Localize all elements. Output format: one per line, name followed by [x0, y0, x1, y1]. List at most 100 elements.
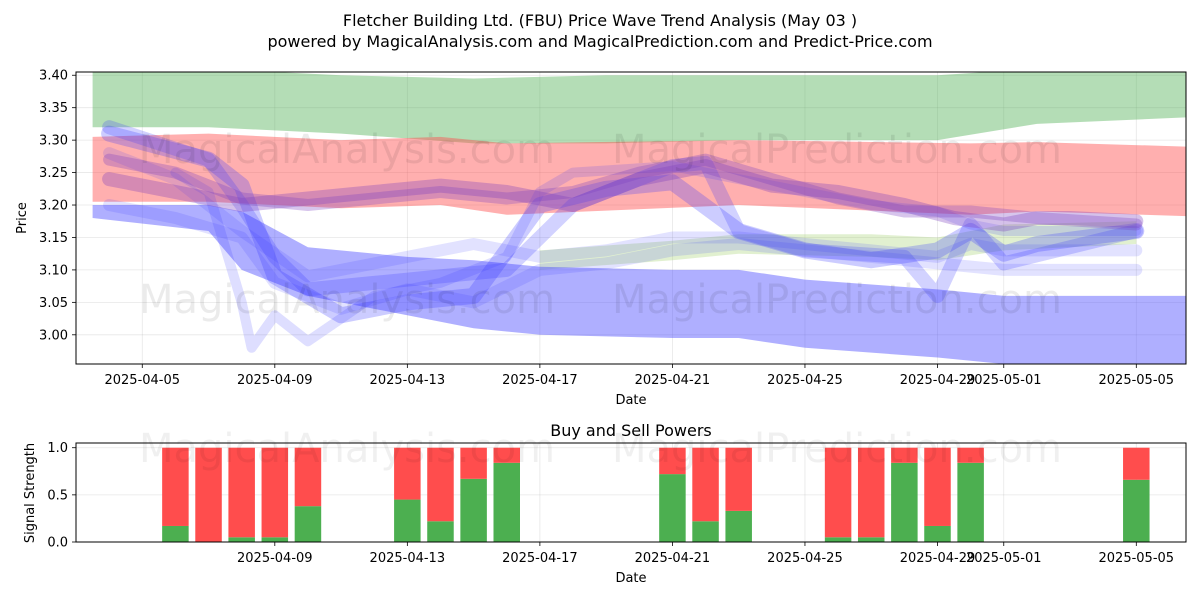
x-tick-label: 2025-04-21	[635, 373, 711, 388]
price-chart-ticks: 2025-04-05 2025-04-09 2025-04-13 2025-04-17…	[39, 69, 1174, 388]
buy-bar	[427, 521, 454, 542]
price-chart-xlabel: Date	[615, 393, 646, 408]
watermark-magicalanalysis: MagicalAnalysis.com	[139, 426, 555, 472]
sell-bar	[1123, 447, 1150, 480]
buy-sell-frame	[75, 442, 1187, 543]
buy-bar	[692, 521, 719, 542]
x-tick-label: 2025-05-01	[966, 373, 1042, 388]
buy-bar	[261, 537, 289, 542]
y-tick-label: 3.10	[39, 263, 68, 278]
wave-line-7	[103, 153, 1143, 231]
sell-bar	[659, 447, 686, 475]
buy-bar	[493, 462, 520, 542]
chart-subtitle: powered by MagicalAnalysis.com and Magic…	[267, 32, 932, 51]
buy-bar	[891, 462, 918, 542]
sell-bar	[725, 447, 752, 511]
buy-bar	[460, 478, 487, 542]
y-tick-label: 0.5	[47, 488, 68, 503]
x-tick-label: 2025-04-29	[900, 551, 976, 566]
x-tick-label: 2025-04-05	[104, 373, 180, 388]
x-tick-label: 2025-05-05	[1099, 551, 1175, 566]
sell-bar	[857, 447, 885, 538]
buy-sell-ylabel: Signal Strength	[23, 443, 38, 543]
buy-bar	[924, 525, 951, 542]
buy-sell-plot	[162, 447, 1150, 542]
sell-bar	[957, 447, 984, 463]
buy-sell-xlabel: Date	[615, 571, 646, 586]
x-tick-label: 2025-04-09	[237, 551, 313, 566]
sell-bar	[692, 447, 719, 522]
buy-bar	[957, 462, 984, 542]
sell-bar	[228, 447, 255, 538]
buy-bar	[725, 510, 752, 542]
wave-line-6	[102, 159, 1144, 232]
buy-bar	[1123, 479, 1150, 542]
price-chart-plot	[92, 72, 1186, 364]
sell-bar	[195, 447, 222, 542]
watermark-magicalprediction: MagicalPrediction.com	[612, 426, 1062, 472]
y-tick-label: 1.0	[47, 441, 68, 456]
y-tick-label: 0.0	[47, 536, 68, 551]
red-band	[92, 133, 1186, 217]
x-tick-label: 2025-04-09	[237, 373, 313, 388]
green-upper-band	[92, 72, 1186, 144]
buy-bar	[162, 525, 189, 542]
y-tick-label: 3.00	[39, 328, 68, 343]
price-chart-frame	[75, 71, 1187, 365]
x-tick-label: 2025-04-21	[635, 551, 711, 566]
blue-lower-band	[92, 205, 1186, 364]
buy-bar	[824, 537, 852, 542]
sell-bar	[824, 447, 852, 538]
y-tick-label: 3.05	[39, 296, 68, 311]
watermark-magicalanalysis: MagicalAnalysis.com	[139, 277, 555, 323]
y-tick-label: 3.25	[39, 166, 68, 181]
buy-bar	[659, 474, 686, 542]
buy-bar	[228, 537, 255, 542]
sell-bar	[162, 447, 189, 526]
watermark-magicalanalysis: MagicalAnalysis.com	[139, 127, 555, 173]
price-chart-gridlines	[76, 72, 1186, 364]
sell-bar	[427, 447, 454, 522]
y-tick-label: 3.30	[39, 134, 68, 149]
y-tick-label: 3.15	[39, 231, 68, 246]
x-tick-label: 2025-04-25	[767, 551, 843, 566]
wave-line-1	[101, 125, 1145, 324]
x-tick-label: 2025-04-17	[502, 373, 578, 388]
sell-bar	[460, 447, 487, 479]
x-tick-label: 2025-05-01	[966, 551, 1042, 566]
buy-sell-title: Buy and Sell Powers	[550, 421, 712, 440]
buy-sell-watermarks: MagicalAnalysis.com MagicalPrediction.co…	[139, 426, 1062, 472]
price-chart: MagicalAnalysis.com MagicalPrediction.co…	[15, 69, 1187, 408]
wave-line-4	[103, 147, 1143, 283]
sell-bar	[394, 447, 421, 500]
price-chart-ylabel: Price	[15, 202, 30, 234]
x-tick-label: 2025-04-29	[900, 373, 976, 388]
x-tick-label: 2025-04-13	[370, 373, 446, 388]
buy-bar	[394, 499, 421, 542]
y-tick-label: 3.40	[39, 69, 68, 84]
x-tick-label: 2025-04-17	[502, 551, 578, 566]
watermark-magicalprediction: MagicalPrediction.com	[612, 127, 1062, 173]
buy-sell-chart: Buy and Sell Powers MagicalAnalysis.com …	[23, 421, 1187, 586]
x-tick-label: 2025-04-13	[370, 551, 446, 566]
x-tick-label: 2025-05-05	[1099, 373, 1175, 388]
wave-line-2	[102, 120, 1144, 303]
buy-sell-ticks: 2025-04-09 2025-04-13 2025-04-17 2025-04-21…	[47, 441, 1174, 566]
y-tick-label: 3.35	[39, 101, 68, 116]
sell-bar	[891, 447, 918, 463]
wave-line-5	[103, 199, 1143, 315]
y-tick-label: 3.20	[39, 199, 68, 214]
sell-bar	[493, 447, 520, 463]
price-chart-watermarks: MagicalAnalysis.com MagicalPrediction.co…	[139, 127, 1062, 323]
watermark-magicalprediction: MagicalPrediction.com	[612, 277, 1062, 323]
x-tick-label: 2025-04-25	[767, 373, 843, 388]
sell-bar	[924, 447, 951, 526]
buy-bar	[294, 506, 322, 542]
chart-title: Fletcher Building Ltd. (FBU) Price Wave …	[343, 11, 857, 30]
green-lower-band	[539, 221, 1137, 270]
buy-bar	[857, 537, 885, 542]
sell-bar	[294, 447, 322, 507]
wave-line-3	[170, 161, 1142, 353]
sell-bar	[261, 447, 289, 538]
